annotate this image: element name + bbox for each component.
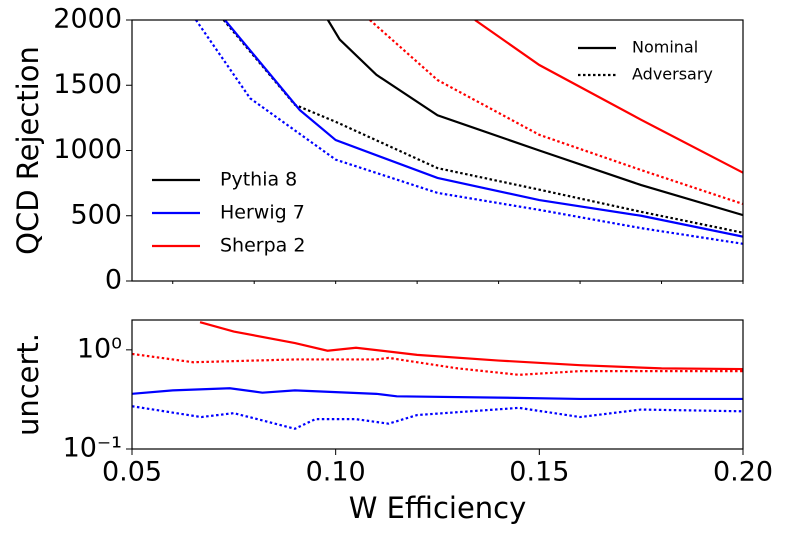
x-axis-label: W Efficiency <box>349 491 527 525</box>
series-line <box>195 20 743 245</box>
y-axis-label: QCD Rejection <box>11 46 45 255</box>
series-line <box>369 20 743 206</box>
series-line <box>326 20 743 217</box>
plot-area <box>132 321 743 430</box>
series-line <box>224 20 743 238</box>
x-tick-label: 0.15 <box>509 457 569 488</box>
y-tick-label: 2000 <box>53 4 122 35</box>
y-tick-label: 10⁻¹ <box>63 433 122 464</box>
legend-label: Sherpa 2 <box>220 235 305 257</box>
legend-label: Adversary <box>632 65 713 84</box>
axes-frame <box>131 19 744 282</box>
plot-area <box>195 20 743 245</box>
series-line <box>132 352 743 376</box>
x-tick-label: 0.05 <box>102 457 162 488</box>
y-tick-label: 0 <box>105 265 122 296</box>
axes-frame <box>131 319 744 450</box>
series-line <box>199 321 743 371</box>
series-line <box>132 387 743 401</box>
series-line <box>474 20 743 174</box>
legend-label: Nominal <box>632 38 698 57</box>
x-tick-label: 0.10 <box>306 457 366 488</box>
y-tick-label: 500 <box>70 199 122 230</box>
y-tick-label: 1500 <box>53 69 122 100</box>
x-tick-label: 0.20 <box>713 457 773 488</box>
y-tick-label: 10⁰ <box>77 333 122 364</box>
legend-label: Herwig 7 <box>220 202 305 224</box>
legend-label: Pythia 8 <box>220 169 297 191</box>
y-axis-label: uncert. <box>11 333 45 436</box>
series-line <box>132 405 743 430</box>
y-tick-label: 1000 <box>53 134 122 165</box>
